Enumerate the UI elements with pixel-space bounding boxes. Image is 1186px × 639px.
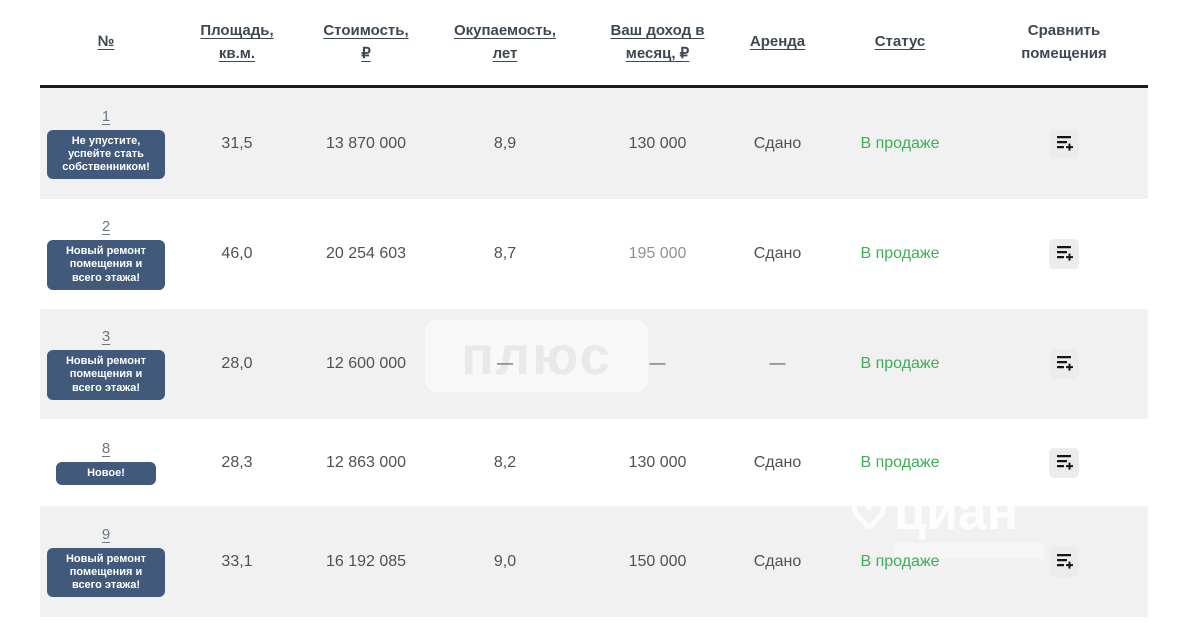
table-header-row: № Площадь, кв.м. Стоимость, ₽ Окупаемость,…	[40, 0, 1148, 88]
payback-cell: 9,0	[493, 552, 517, 570]
status-cell: В продаже	[860, 245, 940, 262]
promo-badge: Не упустите, успейте стать собственником…	[47, 129, 165, 180]
column-header-number-label: №	[97, 33, 115, 51]
income-cell: —	[649, 355, 666, 372]
rent-cell: Сдано	[753, 453, 802, 471]
price-cell: 16 192 085	[325, 552, 407, 570]
status-cell: В продаже	[860, 453, 940, 471]
column-header-income-label: Ваш доход в	[610, 22, 705, 39]
status-cell: В продаже	[860, 355, 940, 372]
rent-cell: —	[769, 355, 786, 372]
table-row: 9 Новый ремонт помещения и всего этажа! …	[40, 506, 1148, 617]
add-to-compare-button[interactable]	[1049, 447, 1079, 478]
column-header-compare-label: Сравнить	[1027, 22, 1101, 39]
add-to-compare-icon	[1055, 244, 1074, 264]
listing-number-link[interactable]: 8	[101, 439, 111, 457]
premises-table: № Площадь, кв.м. Стоимость, ₽ Окупаемость,…	[40, 0, 1148, 617]
price-cell: 13 870 000	[325, 134, 407, 152]
income-cell: 130 000	[628, 453, 687, 471]
income-cell: 130 000	[628, 134, 687, 152]
add-to-compare-icon	[1055, 134, 1074, 154]
area-cell: 46,0	[221, 245, 253, 262]
listing-number-link[interactable]: 1	[101, 107, 111, 125]
add-to-compare-button[interactable]	[1049, 128, 1079, 159]
status-cell: В продаже	[860, 134, 940, 152]
payback-cell: —	[497, 355, 513, 372]
column-header-area[interactable]: Площадь, кв.м.	[172, 20, 302, 65]
plus-watermark: плюс	[425, 320, 648, 392]
listing-number-link[interactable]: 9	[101, 525, 111, 543]
promo-badge: Новый ремонт помещения и всего этажа!	[47, 350, 165, 400]
column-header-payback-label: Окупаемость,	[453, 22, 556, 39]
rent-cell: Сдано	[753, 552, 802, 570]
promo-badge: Новый ремонт помещения и всего этажа!	[47, 547, 165, 598]
price-cell: 20 254 603	[325, 245, 407, 262]
column-header-rent[interactable]: Аренда	[735, 31, 820, 54]
promo-badge: Новое!	[56, 461, 156, 486]
add-to-compare-button[interactable]	[1049, 349, 1079, 379]
payback-cell: 8,7	[493, 245, 517, 262]
add-to-compare-icon	[1055, 453, 1074, 473]
table-row: 1 Не упустите, успейте стать собственник…	[40, 88, 1148, 199]
column-header-compare: Сравнить помещения	[980, 20, 1148, 65]
listing-number-link[interactable]: 3	[101, 328, 111, 346]
column-header-price[interactable]: Стоимость, ₽	[302, 20, 430, 65]
area-cell: 31,5	[221, 134, 253, 152]
listing-number-link[interactable]: 2	[101, 218, 111, 236]
add-to-compare-button[interactable]	[1049, 239, 1079, 269]
column-header-payback[interactable]: Окупаемость, лет	[430, 20, 580, 65]
column-header-status-label: Статус	[874, 33, 926, 51]
column-header-rent-label: Аренда	[749, 33, 806, 51]
area-cell: 28,3	[221, 453, 253, 471]
rent-cell: Сдано	[753, 134, 802, 152]
payback-cell: 8,9	[493, 134, 517, 152]
column-header-status[interactable]: Статус	[820, 31, 980, 54]
promo-badge: Новый ремонт помещения и всего этажа!	[47, 240, 165, 290]
area-cell: 28,0	[221, 355, 253, 372]
table-row: 8 Новое! 28,3 12 863 000 8,2 130 000 Сда…	[40, 419, 1148, 506]
income-cell: 150 000	[628, 552, 687, 570]
income-cell: 195 000	[628, 245, 687, 262]
column-header-number[interactable]: №	[40, 31, 172, 54]
rent-cell: Сдано	[753, 245, 802, 262]
status-cell: В продаже	[860, 552, 940, 570]
add-to-compare-button[interactable]	[1049, 546, 1079, 577]
area-cell: 33,1	[221, 552, 253, 570]
column-header-area-label: Площадь,	[200, 22, 274, 39]
table-row: 2 Новый ремонт помещения и всего этажа! …	[40, 199, 1148, 309]
price-cell: 12 600 000	[325, 355, 407, 372]
add-to-compare-icon	[1055, 552, 1074, 572]
add-to-compare-icon	[1055, 354, 1074, 374]
payback-cell: 8,2	[493, 453, 517, 471]
column-header-price-label: Стоимость,	[323, 22, 409, 39]
column-header-income[interactable]: Ваш доход в месяц, ₽	[580, 20, 735, 65]
price-cell: 12 863 000	[325, 453, 407, 471]
